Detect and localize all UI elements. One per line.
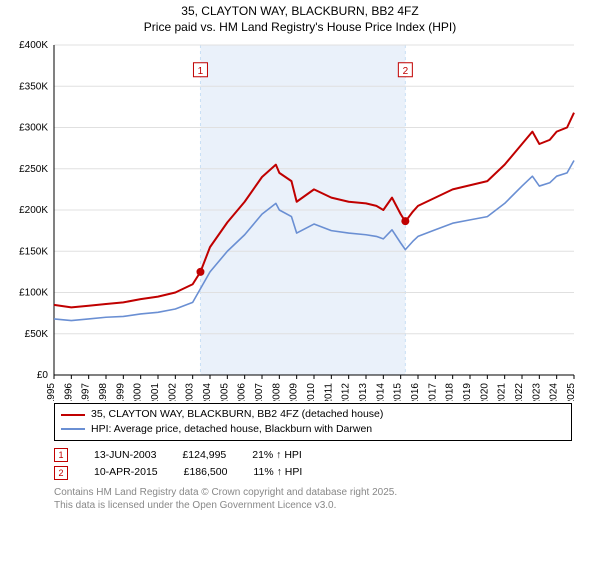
svg-text:1996: 1996: [63, 383, 74, 401]
svg-text:2005: 2005: [219, 383, 230, 401]
svg-text:2011: 2011: [323, 383, 334, 401]
footer-line-1: Contains HM Land Registry data © Crown c…: [54, 486, 572, 499]
svg-text:2014: 2014: [375, 383, 386, 401]
svg-text:2004: 2004: [202, 383, 213, 401]
svg-text:2023: 2023: [531, 383, 542, 401]
sale-marker-2: 2: [54, 466, 68, 480]
svg-text:£350K: £350K: [19, 81, 48, 92]
svg-text:2002: 2002: [167, 383, 178, 401]
svg-text:£0: £0: [37, 370, 49, 381]
legend-label-1: 35, CLAYTON WAY, BLACKBURN, BB2 4FZ (det…: [91, 407, 383, 422]
svg-text:2012: 2012: [341, 383, 352, 401]
svg-text:2010: 2010: [306, 383, 317, 401]
sale-date-2: 10-APR-2015: [94, 464, 158, 482]
sale-marker-1: 1: [54, 448, 68, 462]
sale-delta-1: 21% ↑ HPI: [252, 447, 302, 465]
svg-text:2017: 2017: [427, 383, 438, 401]
legend: 35, CLAYTON WAY, BLACKBURN, BB2 4FZ (det…: [54, 403, 572, 440]
svg-text:2013: 2013: [358, 383, 369, 401]
svg-text:£50K: £50K: [25, 329, 49, 340]
sale-delta-2: 11% ↑ HPI: [253, 464, 302, 482]
svg-text:2001: 2001: [150, 383, 161, 401]
svg-text:2016: 2016: [410, 383, 421, 401]
sales-table: 1 13-JUN-2003 £124,995 21% ↑ HPI 2 10-AP…: [54, 447, 572, 483]
sale-row-2: 2 10-APR-2015 £186,500 11% ↑ HPI: [54, 464, 572, 482]
svg-text:£150K: £150K: [19, 246, 48, 257]
svg-text:2019: 2019: [462, 383, 473, 401]
svg-text:2025: 2025: [566, 383, 577, 401]
svg-text:2000: 2000: [133, 383, 144, 401]
sale-price-2: £186,500: [184, 464, 228, 482]
svg-text:2006: 2006: [237, 383, 248, 401]
title-subtitle: Price paid vs. HM Land Registry's House …: [0, 20, 600, 36]
svg-text:2: 2: [403, 66, 409, 77]
footer: Contains HM Land Registry data © Crown c…: [54, 486, 572, 512]
legend-row-1: 35, CLAYTON WAY, BLACKBURN, BB2 4FZ (det…: [61, 407, 565, 422]
svg-text:£250K: £250K: [19, 164, 48, 175]
svg-text:£300K: £300K: [19, 123, 48, 134]
legend-label-2: HPI: Average price, detached house, Blac…: [91, 422, 372, 437]
svg-text:1: 1: [198, 66, 204, 77]
legend-swatch-1: [61, 414, 85, 416]
svg-text:1998: 1998: [98, 383, 109, 401]
svg-text:2015: 2015: [393, 383, 404, 401]
svg-text:2018: 2018: [445, 383, 456, 401]
footer-line-2: This data is licensed under the Open Gov…: [54, 499, 572, 512]
legend-swatch-2: [61, 428, 85, 430]
svg-text:2007: 2007: [254, 383, 265, 401]
title-address: 35, CLAYTON WAY, BLACKBURN, BB2 4FZ: [0, 4, 600, 20]
line-chart: £0 £50K £100K £150K £200K £250K £300K £350K £400…: [0, 41, 600, 401]
svg-text:£400K: £400K: [19, 41, 48, 51]
svg-text:2009: 2009: [289, 383, 300, 401]
svg-text:2024: 2024: [549, 383, 560, 401]
sale-row-1: 1 13-JUN-2003 £124,995 21% ↑ HPI: [54, 447, 572, 465]
legend-row-2: HPI: Average price, detached house, Blac…: [61, 422, 565, 437]
sale-date-1: 13-JUN-2003: [94, 447, 156, 465]
svg-text:1999: 1999: [115, 383, 126, 401]
svg-text:£100K: £100K: [19, 288, 48, 299]
chart-title: 35, CLAYTON WAY, BLACKBURN, BB2 4FZ Pric…: [0, 4, 600, 35]
sale-price-1: £124,995: [182, 447, 226, 465]
svg-text:1995: 1995: [46, 383, 57, 401]
svg-text:2020: 2020: [479, 383, 490, 401]
chart-area: £0 £50K £100K £150K £200K £250K £300K £350K £400…: [0, 41, 600, 401]
svg-text:2021: 2021: [497, 383, 508, 401]
svg-text:1997: 1997: [81, 383, 92, 401]
svg-text:2022: 2022: [514, 383, 525, 401]
svg-text:2003: 2003: [185, 383, 196, 401]
svg-text:£200K: £200K: [19, 205, 48, 216]
svg-text:2008: 2008: [271, 383, 282, 401]
